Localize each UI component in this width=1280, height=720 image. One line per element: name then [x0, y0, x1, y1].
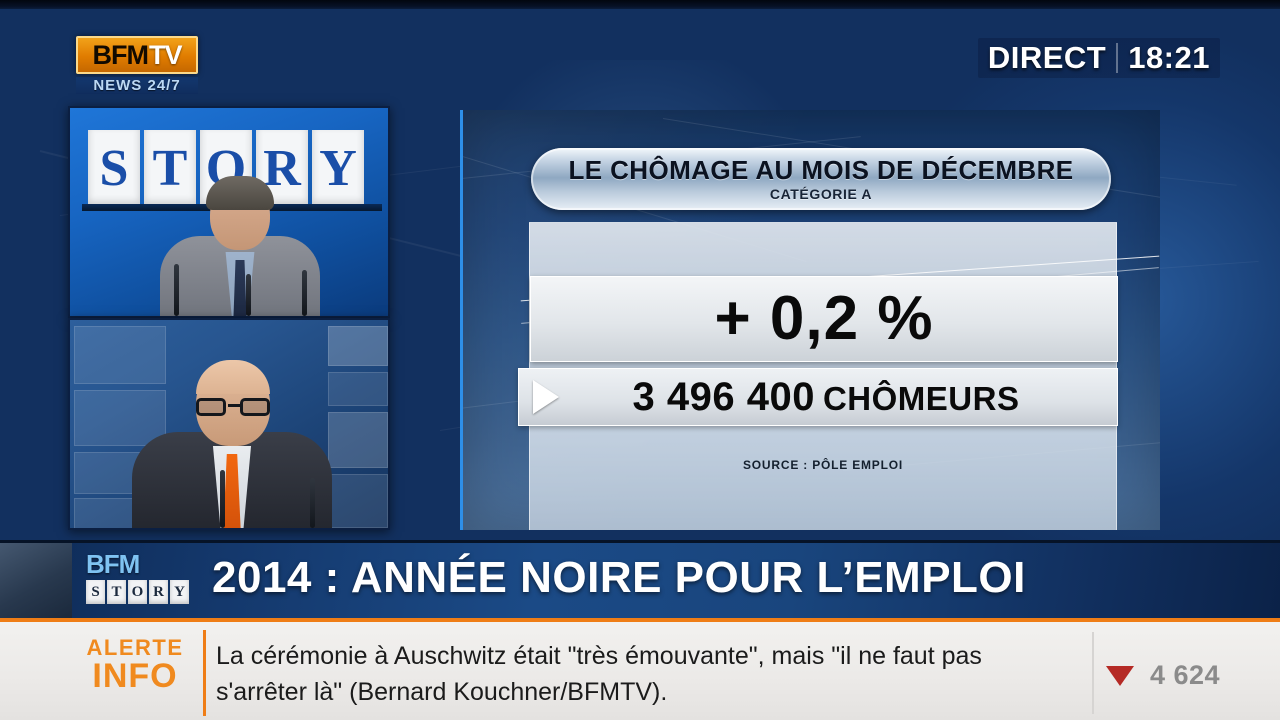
- alert-label-line1: ALERTE: [86, 635, 184, 660]
- percentage-value: + 0,2 %: [714, 284, 934, 353]
- guest-figure: [132, 352, 332, 528]
- panel-subtitle: CATÉGORIE A: [769, 186, 873, 202]
- alert-label: ALERTE INFO: [70, 636, 200, 695]
- channel-logo-tv: TV: [148, 39, 183, 70]
- presenter-tie: [233, 260, 247, 316]
- channel-logo: BFM TV NEWS 24/7: [76, 36, 228, 94]
- video-panel-guest: [68, 318, 390, 530]
- presenter-hair: [206, 176, 274, 210]
- channel-logo-bar: BFM TV: [76, 36, 198, 74]
- show-logo-tile: T: [107, 580, 126, 604]
- studio-wall-panel: [328, 372, 388, 406]
- lower-third-band: BFM S T O R Y 2014 : ANNÉE NOIRE POUR L’…: [0, 540, 1280, 618]
- ticker-divider: [203, 630, 206, 716]
- microphone-icon: [174, 264, 179, 316]
- glasses-bridge: [228, 404, 240, 407]
- show-logo-tile: O: [128, 580, 147, 604]
- microphone-icon: [310, 478, 315, 528]
- show-logo: BFM S T O R Y: [86, 551, 190, 604]
- alert-label-line2: INFO: [92, 657, 178, 696]
- live-divider: [1116, 43, 1119, 73]
- show-logo-tile: S: [86, 580, 105, 604]
- count-unit: CHÔMEURS: [822, 380, 1020, 417]
- live-label: DIRECT: [987, 40, 1107, 75]
- channel-logo-bfm: BFM: [92, 39, 149, 70]
- studio-backdrop: S T O R Y: [70, 108, 388, 316]
- studio-wall-panel: [74, 390, 166, 446]
- guest-scalp: [196, 360, 270, 394]
- story-letter-block: S: [88, 130, 140, 206]
- studio-wall-panel: [328, 474, 388, 528]
- count-box: 3 496 400 CHÔMEURS: [518, 368, 1118, 426]
- microphone-icon: [246, 274, 251, 316]
- index-divider: [1092, 632, 1094, 714]
- band-thumbnail: [0, 543, 72, 618]
- panel-title-pill: LE CHÔMAGE AU MOIS DE DÉCEMBRE CATÉGORIE…: [531, 148, 1111, 210]
- count-number: 3 496 400: [632, 375, 815, 419]
- top-strip: [0, 0, 1280, 9]
- show-logo-tile: Y: [170, 580, 189, 604]
- studio-wall-panel: [74, 326, 166, 384]
- microphone-icon: [220, 470, 225, 528]
- guest-tie: [223, 454, 241, 528]
- microphone-icon: [302, 270, 307, 316]
- play-triangle-icon: [533, 380, 559, 414]
- percentage-box: + 0,2 %: [530, 276, 1118, 362]
- glasses-lens-right: [240, 398, 270, 416]
- count-text: 3 496 400 CHÔMEURS: [559, 377, 1117, 417]
- headline-text: 2014 : ANNÉE NOIRE POUR L’EMPLOI: [212, 553, 1026, 602]
- panel-title: LE CHÔMAGE AU MOIS DE DÉCEMBRE: [568, 155, 1074, 185]
- market-index: 4 624: [1106, 660, 1220, 691]
- show-logo-tiles: S T O R Y: [86, 580, 190, 604]
- clock-time: 18:21: [1128, 40, 1210, 75]
- video-panel-studio: S T O R Y: [68, 106, 390, 318]
- studio-backdrop-guest: [70, 320, 388, 528]
- arrow-down-icon: [1106, 665, 1134, 686]
- live-status: DIRECT 18:21: [977, 38, 1220, 78]
- channel-tagline: NEWS 24/7: [76, 77, 198, 94]
- studio-wall-panel: [328, 412, 388, 468]
- panel-source: SOURCE : PÔLE EMPLOI: [742, 458, 903, 472]
- index-value: 4 624: [1150, 660, 1221, 690]
- studio-wall-panel: [328, 326, 388, 366]
- glasses-icon: [194, 398, 272, 416]
- show-logo-tile: R: [149, 580, 168, 604]
- story-letter-block: Y: [312, 130, 364, 206]
- glasses-lens-left: [196, 398, 226, 416]
- show-logo-bfm: BFM: [86, 549, 140, 579]
- news-ticker: ALERTE INFO La cérémonie à Auschwitz éta…: [0, 618, 1280, 720]
- presenter-figure: [160, 172, 320, 316]
- ticker-text: La cérémonie à Auschwitz était "très émo…: [216, 642, 982, 707]
- story-letter-block: T: [144, 130, 196, 206]
